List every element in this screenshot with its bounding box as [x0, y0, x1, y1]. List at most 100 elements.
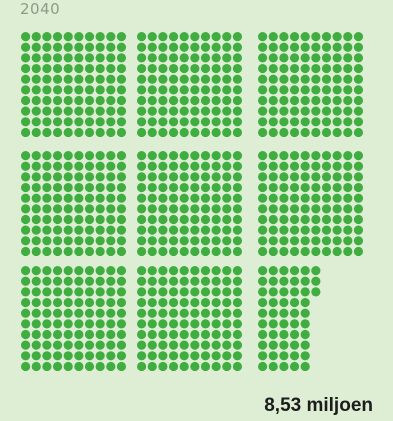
waffle-dot — [258, 161, 268, 171]
waffle-dot — [332, 117, 342, 127]
waffle-dot — [279, 246, 289, 257]
waffle-dot — [52, 31, 63, 42]
waffle-dot — [116, 53, 127, 63]
waffle-dot — [31, 287, 41, 297]
waffle-dot — [21, 266, 31, 276]
waffle-dot — [21, 351, 31, 361]
waffle-dot — [289, 74, 300, 84]
waffle-dot — [84, 266, 95, 276]
waffle-dot — [343, 151, 353, 161]
waffle-dot — [158, 340, 168, 350]
waffle-dot — [63, 319, 73, 329]
waffle-dot — [179, 329, 189, 340]
waffle-dot — [343, 172, 353, 182]
waffle-dot — [232, 74, 243, 84]
waffle-dot — [279, 351, 289, 361]
waffle-dot — [158, 117, 168, 127]
waffle-dot — [168, 182, 179, 193]
waffle-dot — [300, 74, 310, 84]
waffle-dot — [168, 225, 179, 235]
waffle-dot — [200, 193, 211, 203]
waffle-dot — [332, 193, 342, 203]
waffle-dot — [332, 214, 342, 225]
waffle-dot — [52, 246, 63, 257]
waffle-dot — [268, 53, 278, 63]
waffle-dot — [211, 172, 221, 182]
waffle-dot — [232, 225, 243, 235]
waffle-dot — [200, 266, 211, 276]
waffle-dot — [222, 246, 232, 257]
waffle-dot — [63, 106, 73, 116]
waffle-dot — [353, 204, 364, 214]
waffle-dot — [190, 63, 200, 74]
waffle-dot — [353, 95, 364, 106]
waffle-dot — [321, 127, 332, 138]
waffle-dot — [106, 74, 116, 84]
waffle-dot — [168, 74, 179, 84]
waffle-dot — [137, 204, 147, 214]
waffle-dot — [106, 161, 116, 171]
waffle-dot — [332, 236, 342, 246]
waffle-dot — [95, 361, 105, 372]
waffle-dot — [300, 204, 310, 214]
waffle-dot — [311, 53, 321, 63]
waffle-dot — [279, 193, 289, 203]
waffle-dot — [279, 297, 289, 308]
waffle-dot — [168, 106, 179, 116]
waffle-dot — [332, 31, 342, 42]
waffle-dot — [95, 276, 105, 286]
waffle-dot — [190, 127, 200, 138]
waffle-dot — [74, 63, 84, 74]
waffle-dot — [300, 276, 310, 286]
waffle-dot — [158, 225, 168, 235]
waffle-dot — [211, 74, 221, 84]
waffle-dot — [31, 297, 41, 308]
waffle-dot — [311, 42, 321, 52]
waffle-dot — [258, 351, 268, 361]
waffle-dot — [74, 95, 84, 106]
waffle-dot — [232, 193, 243, 203]
waffle-dot — [190, 246, 200, 257]
waffle-dot — [279, 276, 289, 286]
waffle-dot — [279, 308, 289, 318]
waffle-dot — [268, 182, 278, 193]
waffle-dot — [321, 151, 332, 161]
waffle-dot — [84, 297, 95, 308]
waffle-dot — [279, 63, 289, 74]
waffle-dot — [353, 246, 364, 257]
waffle-dot — [343, 225, 353, 235]
waffle-dot — [137, 236, 147, 246]
waffle-dot — [52, 214, 63, 225]
waffle-dot — [168, 85, 179, 95]
waffle-dot — [211, 297, 221, 308]
waffle-dot — [168, 308, 179, 318]
waffle-dot — [42, 151, 52, 161]
waffle-dot — [222, 95, 232, 106]
waffle-dot — [258, 266, 268, 276]
waffle-dot — [116, 329, 127, 340]
waffle-dot — [211, 266, 221, 276]
waffle-dot — [321, 74, 332, 84]
waffle-dot — [232, 329, 243, 340]
waffle-dot — [74, 106, 84, 116]
waffle-dot — [95, 63, 105, 74]
waffle-dot — [74, 74, 84, 84]
waffle-dot — [84, 214, 95, 225]
waffle-dot — [179, 182, 189, 193]
waffle-dot — [42, 351, 52, 361]
waffle-dot — [332, 74, 342, 84]
waffle-dot — [21, 53, 31, 63]
waffle-dot — [63, 117, 73, 127]
waffle-dot — [63, 246, 73, 257]
waffle-dot — [52, 193, 63, 203]
waffle-dot — [279, 329, 289, 340]
waffle-dot — [21, 214, 31, 225]
waffle-dot — [332, 63, 342, 74]
waffle-dot — [268, 297, 278, 308]
waffle-dot — [258, 31, 268, 42]
waffle-dot — [232, 106, 243, 116]
waffle-dot — [21, 63, 31, 74]
waffle-dot — [321, 161, 332, 171]
waffle-dot — [137, 172, 147, 182]
